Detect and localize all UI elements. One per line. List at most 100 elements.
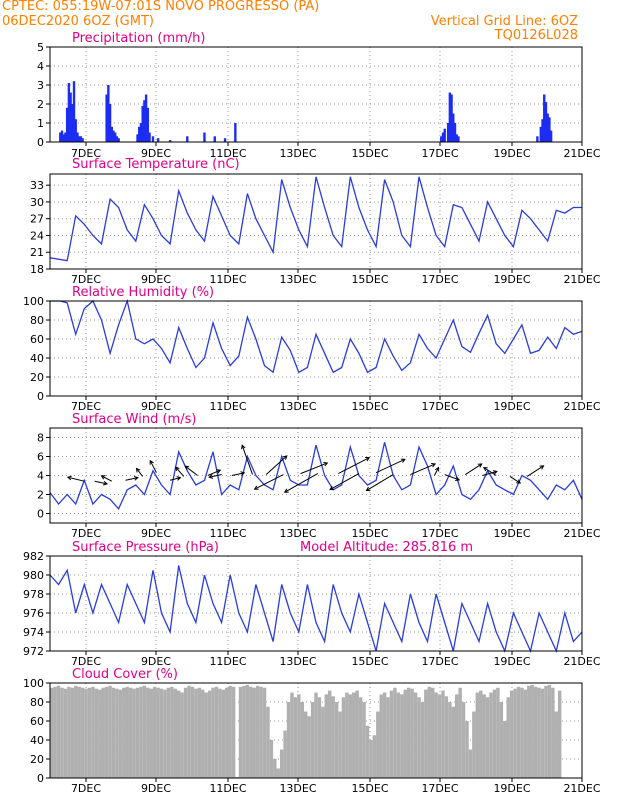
cloud-bar [348, 694, 353, 778]
cloud-bar [297, 694, 301, 778]
precip-bar [541, 119, 544, 142]
y-tick-label: 40 [30, 734, 44, 747]
panel-title: Surface Wind (m/s) [72, 412, 196, 427]
cloud-bar [513, 688, 517, 778]
precip-bar [81, 138, 84, 142]
x-tick-label: 19DEC [493, 273, 530, 286]
x-tick-label: 9DEC [141, 782, 171, 795]
cloud-bar [300, 702, 304, 778]
cloud-bar [434, 692, 438, 778]
cloud-bar [303, 711, 308, 778]
cloud-bar [91, 686, 95, 778]
panel-frame [49, 555, 583, 652]
header-run-date: 06DEC2020 6OZ (GMT) [2, 14, 154, 29]
cloud-bar [314, 692, 318, 778]
cloud-bar [53, 686, 57, 778]
precip-bar [203, 132, 206, 142]
wind-arrow [94, 480, 108, 485]
cloud-bar [496, 687, 500, 778]
panel-title: Surface Pressure (hPa) [72, 540, 219, 555]
wind-arrow-head [455, 476, 461, 481]
cloud-bar [341, 697, 346, 778]
x-tick-label: 7DEC [71, 273, 101, 286]
cloud-bar [324, 694, 329, 778]
cloud-bar [190, 686, 195, 778]
cloud-bar [379, 694, 383, 778]
cloud-bar [413, 692, 418, 778]
cloud-bar [122, 687, 126, 778]
y-tick-label: 0 [37, 136, 44, 149]
cloud-bar [84, 688, 88, 778]
cloud-bar [156, 687, 160, 778]
panel-frame [49, 46, 583, 143]
cloud-bar [338, 711, 342, 778]
panel-frame [49, 173, 583, 270]
precip-bar [549, 130, 553, 142]
precip-bar [146, 107, 150, 142]
cloud-bar [362, 702, 366, 778]
cloud-bar [516, 686, 521, 778]
cloud-bar [376, 711, 380, 778]
wind-arrow-head [329, 485, 335, 491]
y-tick-label: 8 [37, 432, 44, 445]
wind-arrow [284, 473, 318, 493]
cloud-bar [262, 687, 267, 778]
cloud-bar [406, 687, 411, 778]
precip-bar [112, 130, 115, 142]
cloud-bar [194, 688, 198, 778]
cloud-bar [50, 687, 54, 778]
cloud-bar [159, 688, 164, 778]
precip-bar [115, 136, 119, 142]
cloud-bar [225, 687, 229, 778]
cloud-bar [149, 688, 153, 778]
x-tick-label: 7DEC [71, 400, 101, 413]
y-tick-label: 60 [30, 333, 44, 346]
wind-arrow-head [135, 467, 141, 473]
y-tick-label: 40 [30, 352, 44, 365]
precip-bar [136, 134, 139, 142]
cloud-bar [396, 692, 401, 778]
panel-title: Surface Temperature (nC) [72, 157, 240, 172]
x-tick-label: 19DEC [493, 400, 530, 413]
x-tick-label: 9DEC [141, 273, 171, 286]
wind-arrow [329, 473, 360, 490]
y-tick-label: 80 [30, 314, 44, 327]
series-line [50, 298, 583, 374]
wind-arrow [125, 477, 138, 481]
panel-4 [46, 427, 583, 527]
wind-arrow-head [66, 475, 72, 481]
cloud-bar [139, 686, 143, 778]
x-tick-label: 13DEC [279, 655, 316, 668]
x-tick-label: 17DEC [421, 527, 458, 540]
cloud-bar [56, 685, 61, 778]
series-line [49, 565, 583, 654]
wind-arrow-head [539, 465, 545, 470]
y-tick-label: 978 [23, 588, 44, 601]
precip-bar [234, 123, 237, 142]
precip-bar [168, 140, 172, 142]
panel-frame [49, 682, 583, 779]
panel-3 [46, 298, 583, 400]
cloud-bar [87, 687, 92, 778]
cloud-bar [403, 689, 407, 778]
cloud-bar [255, 685, 260, 778]
cloud-bar [345, 692, 349, 778]
precip-bar [548, 117, 551, 142]
y-tick-label: 18 [30, 263, 44, 276]
x-tick-label: 21DEC [563, 273, 600, 286]
wind-arrow-head [149, 459, 154, 465]
series-line [49, 176, 582, 262]
cloud-bar [104, 686, 109, 778]
x-tick-label: 21DEC [563, 527, 600, 540]
cloud-bar [187, 685, 191, 778]
precip-bar [108, 104, 112, 142]
wind-arrow-head [208, 474, 214, 479]
cloud-bar [269, 740, 274, 778]
cloud-bar [328, 690, 332, 778]
y-tick-label: 976 [23, 607, 44, 620]
cloud-bar [170, 686, 174, 778]
wind-arrow-head [176, 476, 182, 481]
cloud-bar [427, 686, 431, 778]
y-tick-label: 100 [23, 677, 44, 690]
x-tick-label: 13DEC [279, 273, 316, 286]
